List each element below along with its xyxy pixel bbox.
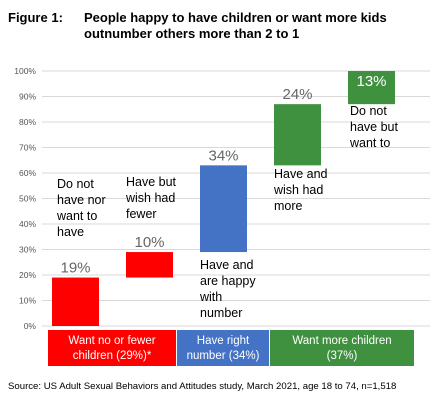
- bar-value-label: 19%: [60, 260, 90, 277]
- group-label: Want more children: [292, 335, 391, 347]
- bar-category-label: Have and: [274, 167, 328, 181]
- group-box-2: [177, 330, 269, 366]
- bar-category-label: Have but: [126, 175, 177, 189]
- bar-3: [200, 165, 247, 253]
- group-label: (37%): [327, 350, 358, 362]
- bar-value-label: 24%: [282, 86, 312, 103]
- group-label: Have right: [197, 335, 250, 347]
- y-tick-label: 60%: [19, 168, 36, 178]
- bar-category-label: Do not: [350, 104, 387, 118]
- y-tick-label: 100%: [14, 66, 36, 76]
- bar-category-label: Have and: [200, 258, 254, 272]
- y-tick-label: 0%: [24, 321, 37, 331]
- y-tick-label: 20%: [19, 270, 36, 280]
- y-tick-label: 40%: [19, 219, 36, 229]
- y-tick-label: 10%: [19, 296, 36, 306]
- y-tick-label: 70%: [19, 143, 36, 153]
- figure-label: Figure 1:: [8, 10, 63, 25]
- group-box-3: [270, 330, 414, 366]
- bar-category-label: want to: [349, 136, 390, 150]
- source-note: Source: US Adult Sexual Behaviors and At…: [8, 381, 397, 392]
- bar-category-label: are happy: [200, 274, 256, 288]
- bar-category-label: want to: [56, 209, 97, 223]
- bar-category-label: have nor: [57, 193, 106, 207]
- chart-title: People happy to have children or want mo…: [84, 10, 387, 41]
- bar-1: [52, 277, 99, 326]
- bar-category-label: wish had: [273, 183, 323, 197]
- bar-value-label: 10%: [134, 234, 164, 251]
- bar-category-label: with: [199, 290, 222, 304]
- y-tick-label: 50%: [19, 194, 36, 204]
- group-label: number (34%): [187, 350, 260, 362]
- y-tick-label: 80%: [19, 117, 36, 127]
- bar-category-label: fewer: [126, 207, 157, 221]
- bar-category-label: have but: [350, 120, 398, 134]
- bar-category-label: have: [57, 225, 84, 239]
- bar-category-label: wish had: [125, 191, 175, 205]
- bar-value-label: 34%: [208, 147, 238, 164]
- y-tick-label: 90%: [19, 92, 36, 102]
- bar-5: [348, 71, 395, 105]
- y-tick-label: 30%: [19, 245, 36, 255]
- group-box-1: [48, 330, 176, 366]
- bar-category-label: more: [274, 199, 303, 213]
- group-label: Want no or fewer: [68, 335, 155, 347]
- bar-4: [274, 104, 321, 166]
- bar-category-label: number: [200, 306, 242, 320]
- bar-2: [126, 252, 173, 278]
- bar-category-label: Do not: [57, 177, 94, 191]
- bar-value-label: 13%: [356, 73, 386, 90]
- group-label: children (29%)*: [73, 350, 152, 362]
